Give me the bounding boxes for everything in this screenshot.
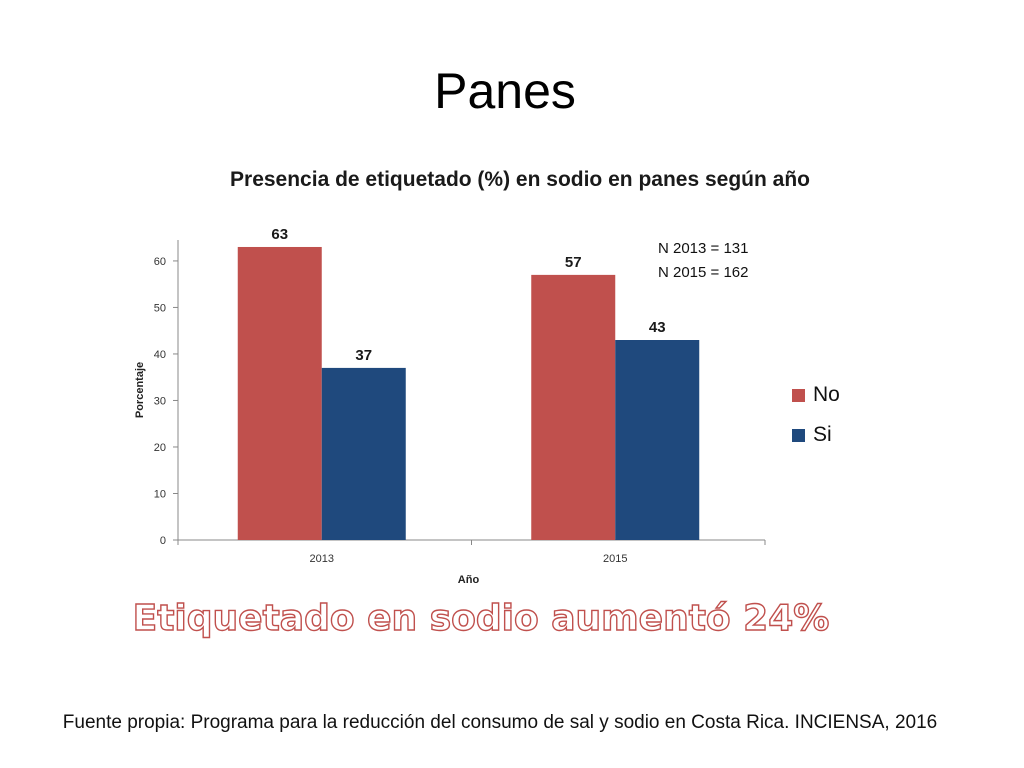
- legend-item-si: Si: [792, 423, 832, 447]
- bar-si-2013: [321, 367, 406, 540]
- slide-title: Panes: [434, 63, 576, 119]
- sample-size-note-2013: N 2013 = 131: [658, 240, 749, 257]
- y-tick-label: 60: [154, 256, 166, 268]
- x-axis-title: Año: [458, 574, 480, 586]
- y-tick-label: 20: [154, 442, 166, 454]
- data-label-si-2013: 37: [355, 347, 372, 364]
- y-axis-title: Porcentaje: [134, 362, 146, 418]
- legend-swatch-si: [792, 428, 805, 442]
- bar-no-2015: [531, 274, 616, 540]
- highlight-message: Etiquetado en sodio aumentó 24%: [132, 597, 830, 639]
- data-label-no-2015: 57: [565, 254, 582, 271]
- bar-si-2015: [615, 340, 700, 540]
- y-tick-label: 10: [154, 488, 166, 500]
- chart-title: Presencia de etiquetado (%) en sodio en …: [230, 168, 810, 191]
- bar-no-2013: [237, 246, 322, 540]
- legend-label-si: Si: [813, 423, 832, 446]
- x-tick-label: 2013: [310, 553, 334, 565]
- legend-item-no: No: [792, 383, 840, 407]
- sample-size-note-2015: N 2015 = 162: [658, 264, 749, 281]
- legend-swatch-no: [792, 388, 805, 402]
- y-tick-label: 0: [160, 535, 166, 547]
- data-label-si-2015: 43: [649, 319, 666, 336]
- data-label-no-2013: 63: [271, 226, 288, 243]
- y-tick-label: 30: [154, 395, 166, 407]
- y-tick-label: 50: [154, 302, 166, 314]
- source-citation: Fuente propia: Programa para la reducció…: [62, 712, 938, 733]
- x-tick-label: 2015: [603, 553, 627, 565]
- y-tick-label: 40: [154, 349, 166, 361]
- legend-label-no: No: [813, 383, 840, 406]
